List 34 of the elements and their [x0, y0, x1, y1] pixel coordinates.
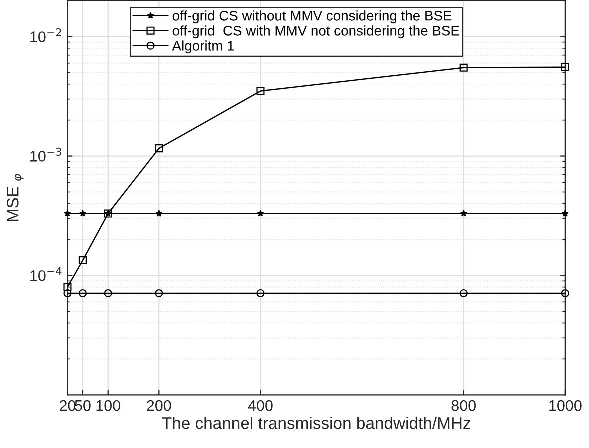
point: [155, 144, 164, 153]
x-tick-label: 100: [96, 400, 121, 412]
point: [78, 256, 87, 265]
point: [104, 289, 112, 298]
x-tick-label: 1000: [550, 400, 582, 412]
x-tick-label: 200: [147, 400, 172, 412]
point: [256, 289, 265, 298]
y-tick-label: 10$^{−4}$: [30, 267, 62, 282]
x-tick-label: 20: [60, 400, 76, 412]
point: [155, 289, 164, 298]
x-tick-label: 400: [248, 400, 273, 412]
point: [79, 210, 86, 217]
x-tick-label: 50: [75, 400, 91, 412]
point: [561, 289, 570, 298]
point: [562, 210, 569, 217]
x-axis-title: The channel transmission bandwidth/MHz: [162, 417, 470, 430]
point: [257, 210, 264, 217]
legend-label: off-grid CS with MMV not considering the BSE: [172, 26, 460, 39]
point: [78, 289, 87, 298]
y-tick-label: 10$^{−3}$: [30, 148, 62, 162]
point: [256, 87, 265, 96]
point: [460, 210, 468, 217]
legend-label: Algoritm 1: [172, 40, 234, 54]
point: [156, 210, 163, 217]
point: [64, 283, 72, 292]
y-tick-label: 10$^{−2}$: [30, 28, 62, 42]
y-axis-title: MSE $_{φ}$: [7, 174, 24, 222]
point: [64, 289, 72, 298]
point: [460, 64, 468, 72]
point: [64, 210, 72, 217]
x-tick-label: 800: [452, 400, 476, 412]
legend-label: off-grid CS without MMV considering the BSE: [172, 10, 452, 24]
point: [561, 63, 570, 72]
point: [460, 289, 468, 298]
